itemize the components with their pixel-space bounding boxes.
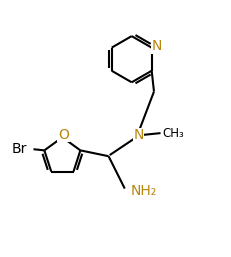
Text: N: N: [134, 128, 144, 142]
Text: Br: Br: [12, 142, 27, 156]
Text: CH₃: CH₃: [163, 127, 185, 140]
Text: O: O: [58, 127, 69, 142]
Text: N: N: [152, 40, 162, 53]
Text: NH₂: NH₂: [131, 184, 157, 198]
